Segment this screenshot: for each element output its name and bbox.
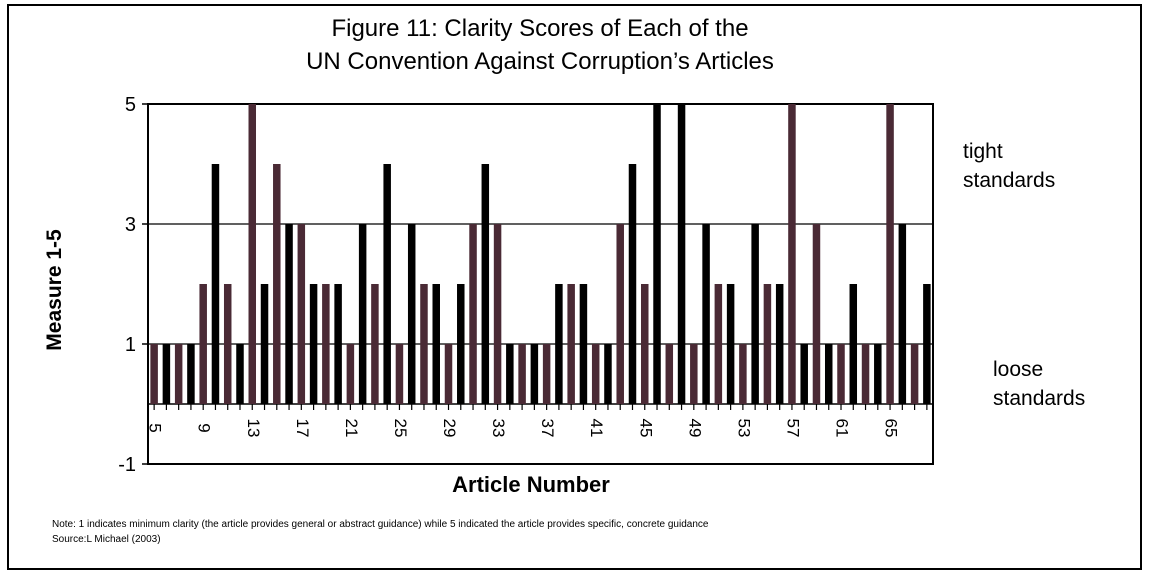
x-tick-label: 45 [636, 419, 655, 438]
bar-article-55 [763, 284, 772, 404]
bar-article-15 [273, 164, 281, 404]
x-tick-label: 33 [489, 419, 508, 438]
chart-title-line2: UN Convention Against Corruption’s Artic… [306, 48, 774, 75]
bar-article-8 [187, 344, 195, 404]
bar-article-14 [260, 284, 269, 404]
bar-article-30 [457, 284, 465, 404]
bar-article-64 [874, 344, 882, 404]
bar-article-49 [690, 344, 698, 404]
bar-article-66 [898, 224, 907, 404]
bar-article-52 [726, 284, 735, 404]
bar-article-21 [346, 344, 355, 404]
bar-article-33 [493, 224, 502, 404]
chart-title: Figure 11: Clarity Scores of Each of the… [160, 12, 920, 78]
bar-article-31 [469, 224, 477, 404]
bar-article-43 [616, 224, 624, 404]
loose-annotation-line2: standards [993, 387, 1086, 410]
bar-article-29 [444, 344, 453, 404]
x-tick-label: 57 [783, 419, 802, 438]
x-tick-label: 21 [342, 419, 361, 438]
bar-article-39 [567, 284, 575, 404]
x-tick-label: 37 [538, 419, 557, 438]
bar-article-62 [849, 284, 858, 404]
y-tick-label: 1 [125, 334, 136, 356]
bar-article-13 [248, 104, 257, 404]
x-tick-label: 65 [882, 419, 901, 438]
x-tick-label: 61 [833, 419, 852, 438]
bar-article-54 [751, 224, 759, 404]
loose-standards-annotation: loose standards [993, 355, 1085, 413]
bar-article-11 [223, 284, 232, 404]
bar-article-57 [788, 104, 796, 404]
bar-article-18 [309, 284, 318, 404]
y-axis-label: Measure 1-5 [43, 229, 66, 351]
bar-article-59 [812, 224, 821, 404]
chart-title-line1: Figure 11: Clarity Scores of Each of the [331, 15, 749, 42]
bar-article-10 [211, 164, 220, 404]
x-tick-label: 41 [587, 419, 606, 438]
bar-article-68 [923, 284, 931, 404]
bar-article-38 [555, 284, 563, 404]
bar-article-32 [481, 164, 490, 404]
bar-article-25 [395, 344, 404, 404]
bar-article-40 [579, 284, 588, 404]
x-tick-label: 25 [391, 419, 410, 438]
y-tick-label: 5 [125, 94, 136, 116]
bar-article-19 [322, 284, 330, 404]
x-tick-label: 29 [440, 419, 459, 438]
bar-article-58 [800, 344, 808, 404]
bar-article-63 [861, 344, 870, 404]
bar-article-34 [506, 344, 514, 404]
bar-article-20 [334, 284, 342, 404]
tight-standards-annotation: tight standards [963, 137, 1055, 195]
x-tick-label: 9 [195, 423, 214, 432]
bar-article-45 [641, 284, 649, 404]
x-tick-label: 17 [293, 419, 312, 438]
bar-article-41 [591, 344, 600, 404]
loose-annotation-line1: loose [993, 358, 1044, 381]
bar-article-5 [150, 344, 158, 404]
bar-article-61 [837, 344, 845, 404]
tight-annotation-line2: standards [963, 169, 1056, 192]
bar-article-7 [174, 344, 183, 404]
bar-article-42 [604, 344, 612, 404]
bar-article-50 [702, 224, 710, 404]
bar-article-17 [297, 224, 306, 404]
bar-article-22 [358, 224, 367, 404]
figure-note: Note: 1 indicates minimum clarity (the a… [52, 517, 1132, 547]
bar-article-35 [518, 344, 526, 404]
y-tick-label: 3 [125, 214, 136, 236]
x-tick-label: 53 [734, 419, 753, 438]
x-tick-label: 13 [244, 419, 263, 438]
note-line1: Note: 1 indicates minimum clarity (the a… [52, 519, 709, 530]
bar-article-37 [542, 344, 551, 404]
tight-annotation-line1: tight [963, 140, 1003, 163]
bar-article-16 [285, 224, 293, 404]
x-tick-label: 5 [146, 423, 165, 432]
bar-article-48 [677, 104, 686, 404]
bar-article-46 [653, 104, 661, 404]
y-tick-label: -1 [118, 454, 136, 476]
bar-article-44 [628, 164, 637, 404]
bar-article-12 [236, 344, 244, 404]
bar-article-67 [910, 344, 919, 404]
x-axis-label: Article Number [452, 472, 610, 497]
bar-article-36 [530, 344, 539, 404]
bar-article-65 [886, 104, 894, 404]
bar-article-47 [665, 344, 674, 404]
bar-article-53 [739, 344, 747, 404]
bar-article-60 [824, 344, 833, 404]
note-source: Source:L Michael (2003) [52, 534, 161, 545]
bar-article-56 [775, 284, 784, 404]
bar-article-9 [199, 284, 207, 404]
bar-article-6 [162, 344, 171, 404]
bar-article-28 [432, 284, 440, 404]
bar-article-23 [371, 284, 379, 404]
bar-article-51 [714, 284, 723, 404]
bar-article-26 [407, 224, 416, 404]
bar-article-24 [383, 164, 391, 404]
x-tick-label: 49 [685, 419, 704, 438]
bar-article-27 [420, 284, 428, 404]
